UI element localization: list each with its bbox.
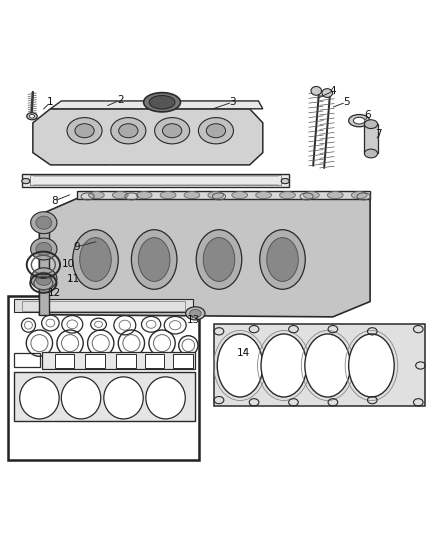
Polygon shape xyxy=(22,174,289,187)
Text: 12: 12 xyxy=(48,288,61,298)
Ellipse shape xyxy=(36,216,52,229)
Ellipse shape xyxy=(281,179,289,184)
Text: 6: 6 xyxy=(364,110,371,120)
Ellipse shape xyxy=(327,191,343,199)
Ellipse shape xyxy=(256,191,272,199)
Ellipse shape xyxy=(186,307,205,320)
Polygon shape xyxy=(116,354,136,368)
Text: 14: 14 xyxy=(237,348,250,358)
Polygon shape xyxy=(42,352,195,369)
Polygon shape xyxy=(173,354,193,368)
Ellipse shape xyxy=(80,238,111,281)
Ellipse shape xyxy=(322,88,332,98)
Text: 10: 10 xyxy=(61,260,74,269)
Ellipse shape xyxy=(162,124,182,138)
Ellipse shape xyxy=(232,191,247,199)
Ellipse shape xyxy=(261,334,307,397)
Ellipse shape xyxy=(29,115,35,118)
Ellipse shape xyxy=(27,113,37,120)
Polygon shape xyxy=(85,354,105,368)
Ellipse shape xyxy=(206,124,226,138)
Ellipse shape xyxy=(305,334,350,397)
Ellipse shape xyxy=(136,191,152,199)
Ellipse shape xyxy=(104,377,143,419)
Ellipse shape xyxy=(22,179,30,184)
Text: 3: 3 xyxy=(229,97,236,107)
Ellipse shape xyxy=(155,118,190,144)
Polygon shape xyxy=(364,124,378,154)
Ellipse shape xyxy=(198,118,233,144)
Ellipse shape xyxy=(304,191,319,199)
Ellipse shape xyxy=(267,238,298,281)
Ellipse shape xyxy=(36,272,52,285)
Polygon shape xyxy=(39,215,49,314)
Ellipse shape xyxy=(73,230,118,289)
Text: 9: 9 xyxy=(73,242,80,252)
Text: 5: 5 xyxy=(343,97,350,107)
Polygon shape xyxy=(8,296,199,460)
Ellipse shape xyxy=(190,310,201,317)
Polygon shape xyxy=(33,109,263,165)
Text: 1: 1 xyxy=(47,97,54,107)
Ellipse shape xyxy=(119,124,138,138)
Polygon shape xyxy=(214,324,425,406)
Polygon shape xyxy=(55,354,74,368)
Ellipse shape xyxy=(364,149,378,158)
Text: 2: 2 xyxy=(117,95,124,105)
Text: 7: 7 xyxy=(375,129,382,139)
Ellipse shape xyxy=(279,191,295,199)
Ellipse shape xyxy=(67,118,102,144)
Ellipse shape xyxy=(217,334,263,397)
Ellipse shape xyxy=(20,377,59,419)
Ellipse shape xyxy=(353,117,365,124)
Text: 8: 8 xyxy=(51,196,58,206)
Ellipse shape xyxy=(146,377,185,419)
Ellipse shape xyxy=(160,191,176,199)
Ellipse shape xyxy=(184,191,200,199)
Ellipse shape xyxy=(208,191,224,199)
Ellipse shape xyxy=(36,243,52,255)
Ellipse shape xyxy=(61,377,101,419)
Polygon shape xyxy=(50,101,263,109)
Text: 13: 13 xyxy=(187,315,200,325)
Text: 4: 4 xyxy=(329,86,336,96)
Polygon shape xyxy=(14,300,193,312)
Ellipse shape xyxy=(144,93,180,112)
Polygon shape xyxy=(77,191,370,199)
Ellipse shape xyxy=(31,212,57,233)
Text: 11: 11 xyxy=(67,274,80,284)
Ellipse shape xyxy=(349,115,370,127)
Ellipse shape xyxy=(88,191,104,199)
Ellipse shape xyxy=(364,120,378,128)
Ellipse shape xyxy=(260,230,305,289)
Ellipse shape xyxy=(311,86,321,95)
Polygon shape xyxy=(39,199,370,317)
Ellipse shape xyxy=(349,334,394,397)
Ellipse shape xyxy=(75,124,94,138)
Ellipse shape xyxy=(196,230,242,289)
Ellipse shape xyxy=(149,95,175,109)
Ellipse shape xyxy=(31,268,57,290)
Polygon shape xyxy=(14,373,195,421)
Ellipse shape xyxy=(113,191,128,199)
Ellipse shape xyxy=(203,238,235,281)
Ellipse shape xyxy=(351,191,367,199)
Ellipse shape xyxy=(22,179,30,184)
Ellipse shape xyxy=(111,118,146,144)
Polygon shape xyxy=(145,354,164,368)
Ellipse shape xyxy=(131,230,177,289)
Ellipse shape xyxy=(31,238,57,260)
Ellipse shape xyxy=(138,238,170,281)
Ellipse shape xyxy=(281,179,289,184)
